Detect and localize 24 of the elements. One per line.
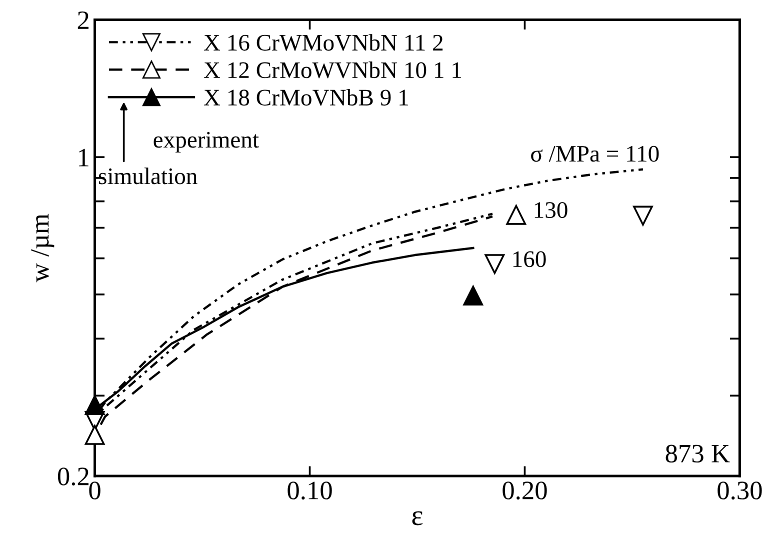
point <box>84 425 105 445</box>
annotation: 873 K <box>666 444 730 463</box>
point <box>484 254 505 274</box>
y-tick-label: 1 <box>79 148 88 166</box>
x-axis-title: ε <box>412 511 423 526</box>
legend-label: X 16 CrWMoVNbN 11 2 <box>204 34 443 51</box>
y-axis-title: w /µm <box>31 214 54 282</box>
annotation: 160 <box>513 251 546 268</box>
x-tick-label: 0 <box>89 482 100 500</box>
point <box>84 395 105 416</box>
annotation: simulation <box>98 168 198 184</box>
x-tick-label: 0.30 <box>718 482 762 500</box>
annotation: 130 <box>534 202 568 218</box>
y-tick-label: 0.2 <box>58 468 88 486</box>
x-tick-label: 0.20 <box>502 482 547 500</box>
point <box>506 204 526 225</box>
point <box>463 286 484 306</box>
y-tick-label: 2 <box>78 11 88 29</box>
point <box>633 206 653 226</box>
annotation: σ /MPa = 110 <box>531 146 659 162</box>
legend-label: X 18 CrMoVNbB 9 1 <box>204 88 408 106</box>
annotation: experiment <box>154 132 259 153</box>
x-tick-label: 0.10 <box>288 482 332 500</box>
legend-label: X 12 CrMoWVNbN 10 1 1 <box>204 62 462 78</box>
